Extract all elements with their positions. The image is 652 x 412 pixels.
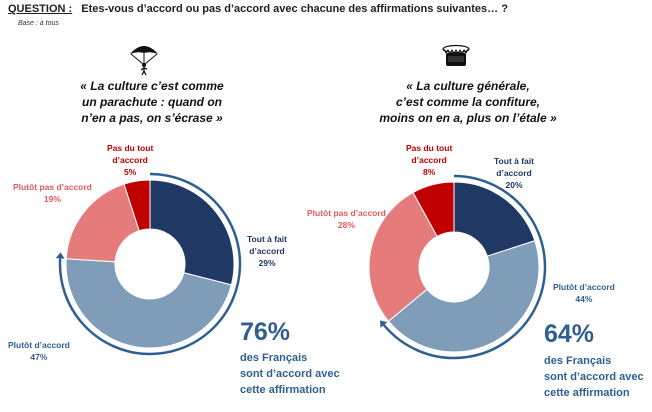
panel-2-quote: « La culture générale, c’est comme la co… <box>370 78 566 126</box>
question-text: Etes-vous d’accord ou pas d’accord avec … <box>81 3 508 15</box>
value-label: 5% <box>123 167 137 177</box>
panel-1-quote-line: n’en a pas, on s’écrase » <box>81 111 223 125</box>
value-label: 44% <box>575 294 593 304</box>
value-label: 28% <box>337 220 355 230</box>
panel-2-quote-line: c’est comme la confiture, <box>395 95 541 109</box>
panel-1-caption-line: sont d’accord avec <box>240 368 340 380</box>
chart-2-label-plutot: Plutôt d’accord 44% <box>553 281 615 305</box>
donut-2-agree-arc <box>382 174 547 360</box>
donut-1-slice-pas-du-tout <box>123 179 151 232</box>
panel-1-caption: des Français sont d’accord avec cette af… <box>240 350 340 398</box>
value-label: 47% <box>30 352 48 362</box>
jam-jar-icon <box>442 44 470 66</box>
panel-1-quote: « La culture c’est comme un parachute : … <box>62 78 242 126</box>
value-label: 8% <box>422 167 436 177</box>
category-label: d’accord <box>411 155 447 165</box>
donut-1-slice-plutot-d-accord <box>65 258 232 349</box>
category-label: Tout à fait <box>494 156 534 166</box>
panel-2-caption-line: des Français <box>544 355 612 367</box>
base-note: Base : à tous <box>18 20 59 27</box>
donut-2-slice-plutot-d-accord <box>387 240 540 353</box>
chart-2-label-plutot-pas: Plutôt pas d’accord 28% <box>307 207 386 231</box>
chart-2-label-tout-a-fait: Tout à fait d’accord 20% <box>494 155 534 191</box>
donut-2-slice-plutot-pas <box>368 191 438 322</box>
donut-2-slice-pas-du-tout <box>412 181 455 238</box>
chart-1-label-tout-a-fait: Tout à fait d’accord 29% <box>247 233 287 269</box>
panel-1-caption-line: cette affirmation <box>240 384 326 396</box>
panel-2-caption-line: cette affirmation <box>544 387 630 399</box>
donut-1-agree-arrowhead <box>55 252 65 259</box>
category-label: d’accord <box>112 155 148 165</box>
category-label: d’accord <box>249 246 285 256</box>
chart-1-label-pas-du-tout: Pas du tout d’accord 5% <box>107 142 153 178</box>
panel-1-total-pct: 76% <box>240 318 291 346</box>
question-line: QUESTION : Etes-vous d’accord ou pas d’a… <box>8 3 508 15</box>
value-label: 19% <box>43 194 61 204</box>
value-label: 20% <box>505 180 523 190</box>
panel-2-quote-line: « La culture générale, <box>406 79 530 93</box>
donut-2-slice-tout-a-fait <box>453 181 536 257</box>
chart-1-label-plutot-pas: Plutôt pas d’accord 19% <box>13 181 92 205</box>
parachute-icon <box>130 46 158 76</box>
category-label: Plutôt pas d’accord <box>307 208 386 218</box>
question-label: QUESTION : <box>8 3 73 15</box>
chart-1-label-plutot: Plutôt d’accord 47% <box>8 339 70 363</box>
category-label: Pas du tout <box>107 143 154 153</box>
category-label: Pas du tout <box>406 143 453 153</box>
category-label: Plutôt pas d’accord <box>13 182 92 192</box>
donut-1-slice-plutot-pas <box>65 183 140 263</box>
panel-1-quote-line: un parachute : quand on <box>82 95 222 109</box>
panel-2-caption-line: sont d’accord avec <box>544 371 644 383</box>
donut-2-agree-arrowhead <box>380 320 388 328</box>
panel-1-caption-line: des Français <box>240 352 308 364</box>
panel-2-total-pct: 64% <box>544 320 595 348</box>
category-label: d’accord <box>496 168 532 178</box>
panel-2-quote-line: moins on en a, plus on l’étale » <box>379 111 557 125</box>
donut-1-slice-tout-a-fait <box>149 179 235 286</box>
category-label: Plutôt d’accord <box>553 282 615 292</box>
value-label: 29% <box>258 258 276 268</box>
chart-2-label-pas-du-tout: Pas du tout d’accord 8% <box>406 142 452 178</box>
donut-1-agree-arc <box>58 172 242 356</box>
category-label: Plutôt d’accord <box>8 340 70 350</box>
panel-2-caption: des Français sont d’accord avec cette af… <box>544 353 644 401</box>
panel-1-quote-line: « La culture c’est comme <box>80 79 224 93</box>
category-label: Tout à fait <box>247 234 287 244</box>
